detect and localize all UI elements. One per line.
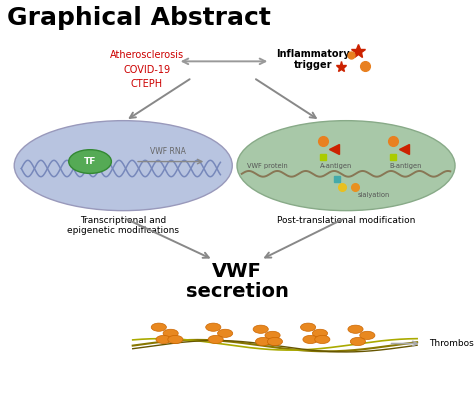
Text: Post-translational modification: Post-translational modification (277, 216, 415, 225)
Text: Thrombosis: Thrombosis (429, 339, 474, 348)
Ellipse shape (350, 337, 365, 346)
Ellipse shape (168, 335, 183, 344)
Ellipse shape (315, 335, 330, 344)
Ellipse shape (206, 323, 221, 331)
Ellipse shape (303, 335, 318, 344)
Ellipse shape (348, 325, 363, 333)
Text: COVID-19: COVID-19 (123, 65, 171, 74)
Ellipse shape (265, 331, 280, 339)
Ellipse shape (267, 337, 283, 346)
Ellipse shape (237, 121, 455, 211)
Text: Atherosclerosis: Atherosclerosis (110, 50, 184, 60)
Text: VWF
secretion: VWF secretion (185, 262, 289, 301)
Text: sialyation: sialyation (358, 192, 390, 198)
Ellipse shape (208, 335, 223, 344)
Ellipse shape (360, 331, 375, 339)
Ellipse shape (163, 329, 178, 337)
Text: CTEPH: CTEPH (131, 79, 163, 89)
Text: Inflammatory
trigger: Inflammatory trigger (276, 49, 350, 70)
Ellipse shape (253, 325, 268, 333)
Text: B-antigen: B-antigen (389, 162, 421, 169)
Text: VWF RNA: VWF RNA (150, 147, 186, 156)
Ellipse shape (69, 150, 111, 173)
Text: Transcriptional and
epigenetic modifications: Transcriptional and epigenetic modificat… (67, 216, 179, 235)
Ellipse shape (156, 335, 171, 344)
Ellipse shape (151, 323, 166, 331)
Text: Graphical Abstract: Graphical Abstract (7, 6, 271, 30)
Text: A-antigen: A-antigen (320, 162, 353, 169)
Text: TF: TF (84, 157, 96, 166)
Ellipse shape (14, 121, 232, 211)
Text: VWF protein: VWF protein (247, 162, 288, 169)
Ellipse shape (218, 329, 233, 337)
Ellipse shape (312, 329, 328, 337)
Ellipse shape (301, 323, 316, 331)
Ellipse shape (255, 337, 271, 346)
